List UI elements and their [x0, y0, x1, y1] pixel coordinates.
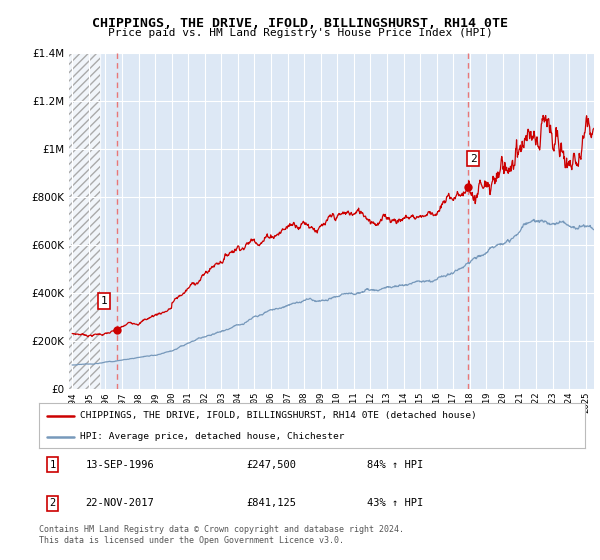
- Text: £841,125: £841,125: [247, 498, 296, 508]
- Text: 43% ↑ HPI: 43% ↑ HPI: [367, 498, 423, 508]
- Text: Contains HM Land Registry data © Crown copyright and database right 2024.
This d: Contains HM Land Registry data © Crown c…: [39, 525, 404, 545]
- Text: Price paid vs. HM Land Registry's House Price Index (HPI): Price paid vs. HM Land Registry's House …: [107, 28, 493, 38]
- Bar: [69, 53, 100, 389]
- Bar: [69, 53, 100, 389]
- Text: 22-NOV-2017: 22-NOV-2017: [85, 498, 154, 508]
- Text: 84% ↑ HPI: 84% ↑ HPI: [367, 460, 423, 470]
- Text: CHIPPINGS, THE DRIVE, IFOLD, BILLINGSHURST, RH14 0TE (detached house): CHIPPINGS, THE DRIVE, IFOLD, BILLINGSHUR…: [80, 411, 476, 420]
- Text: £247,500: £247,500: [247, 460, 296, 470]
- Text: HPI: Average price, detached house, Chichester: HPI: Average price, detached house, Chic…: [80, 432, 344, 441]
- Text: 1: 1: [101, 296, 107, 306]
- Text: 2: 2: [470, 153, 476, 164]
- Text: CHIPPINGS, THE DRIVE, IFOLD, BILLINGSHURST, RH14 0TE: CHIPPINGS, THE DRIVE, IFOLD, BILLINGSHUR…: [92, 17, 508, 30]
- Text: 1: 1: [50, 460, 56, 470]
- Text: 13-SEP-1996: 13-SEP-1996: [85, 460, 154, 470]
- Text: 2: 2: [50, 498, 56, 508]
